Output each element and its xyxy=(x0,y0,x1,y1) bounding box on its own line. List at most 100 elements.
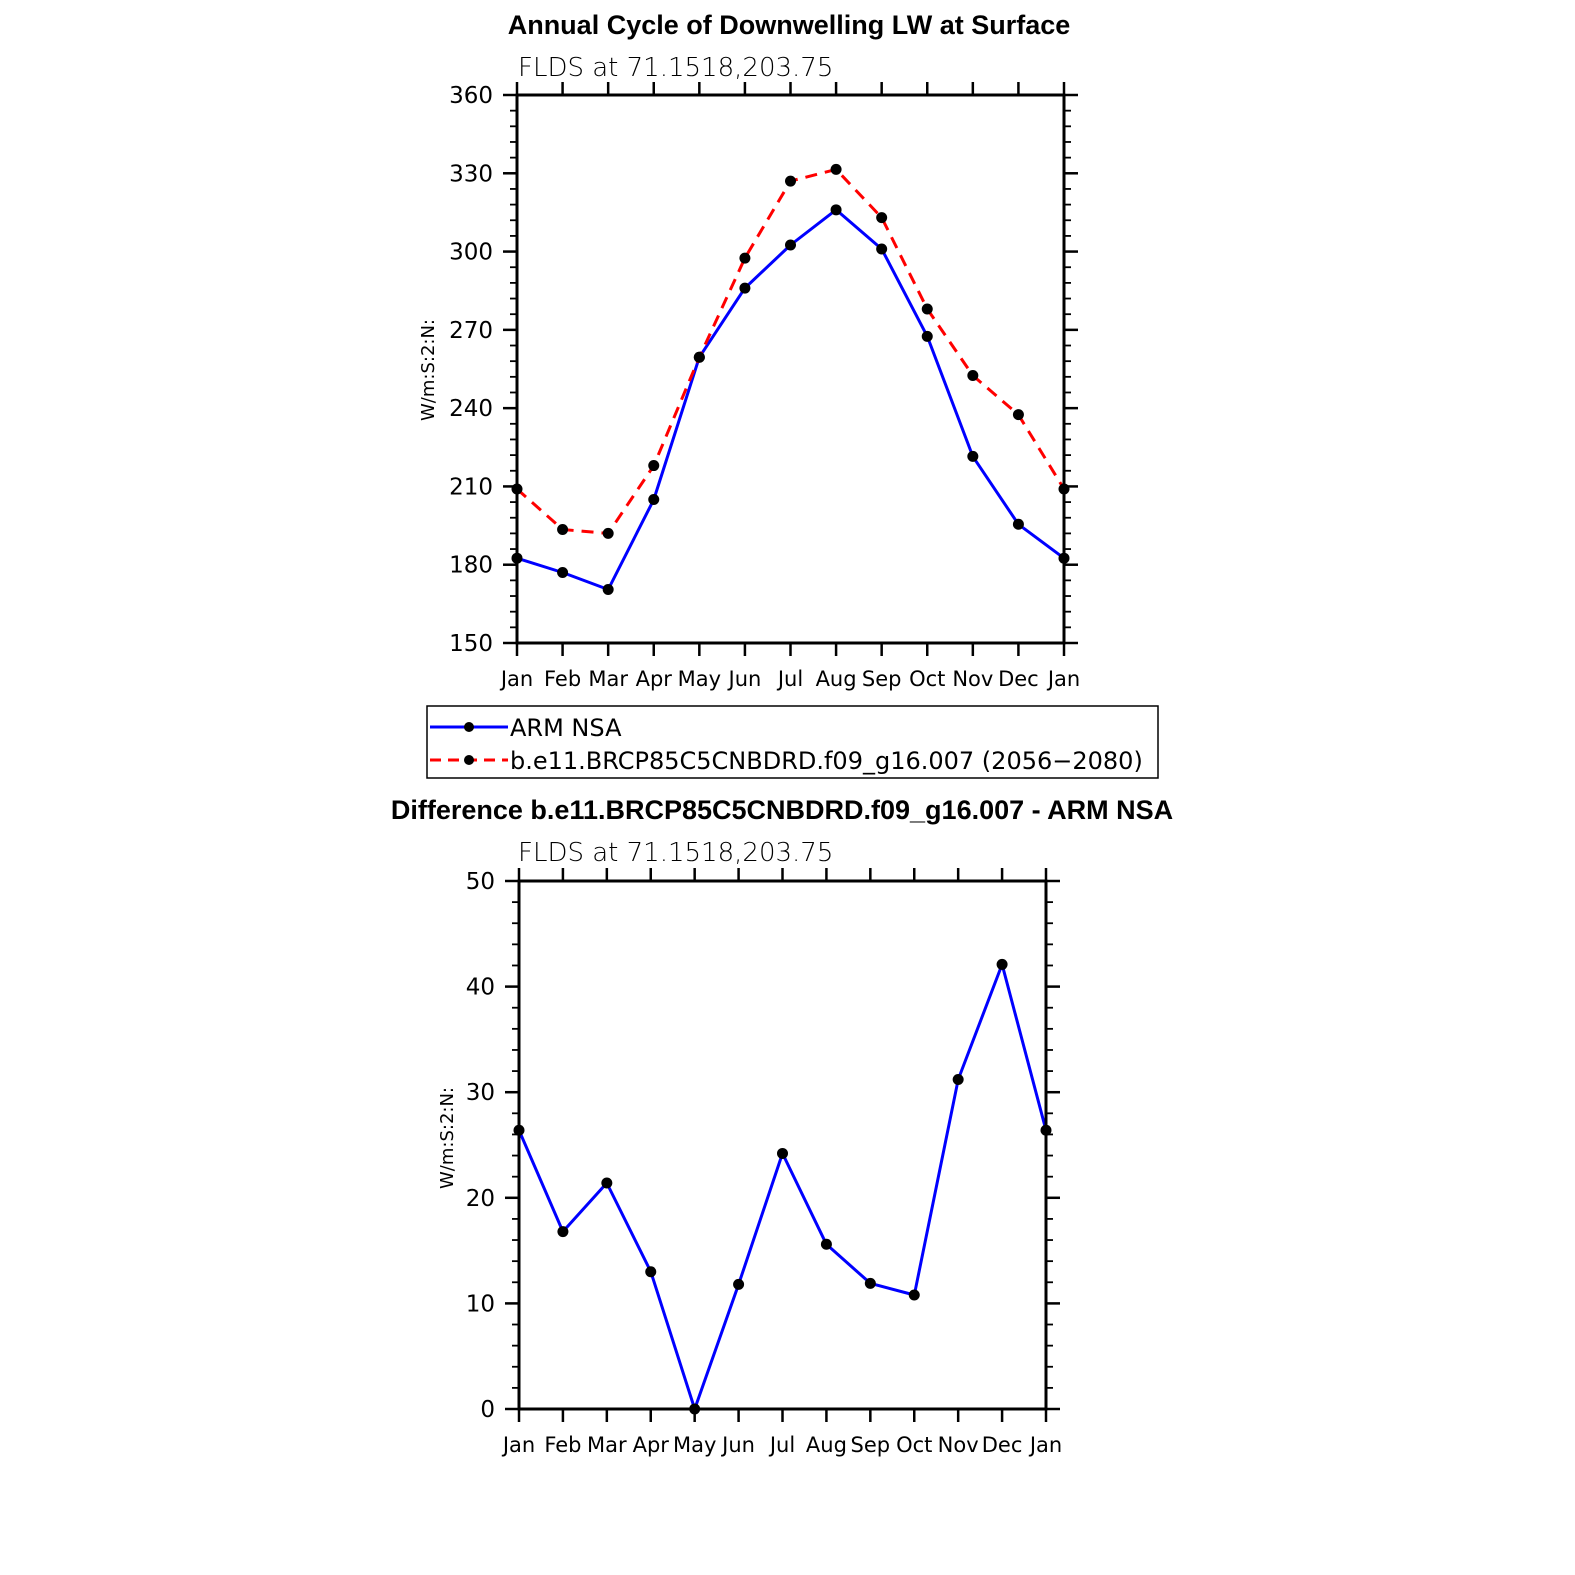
x-tick-labels: Jan Feb Mar Apr May Jun Jul Aug Sep Oct Nov Dec Jan xyxy=(499,667,1080,691)
x-tick-label: Mar xyxy=(587,1433,627,1457)
chart-subtitle: FLDS at 71.1518,203.75 xyxy=(518,838,833,868)
y-tick-label: 270 xyxy=(449,318,493,344)
data-point-difference xyxy=(952,1074,964,1086)
x-tick-label: May xyxy=(673,1433,716,1457)
legend-item-model: b.e11.BRCP85C5CNBDRD.f09_g16.007 (2056−2… xyxy=(430,747,1143,775)
x-tick-label: Sep xyxy=(862,667,902,691)
x-tick-label: Oct xyxy=(909,667,945,691)
x-tick-label: Feb xyxy=(544,1433,581,1457)
series-line-difference xyxy=(517,962,1048,1411)
plot-frame xyxy=(517,879,1048,1411)
data-point-b-e11-brcp85c5cnbdrd-f09 xyxy=(1012,409,1024,421)
x-tick-label: Aug xyxy=(816,667,857,691)
data-point-difference xyxy=(996,958,1008,970)
data-point-difference xyxy=(864,1277,876,1289)
y-tick-label: 10 xyxy=(466,1291,495,1317)
x-tick-label: Jan xyxy=(499,667,533,691)
series-lines xyxy=(511,163,1070,596)
data-point-b-e11-brcp85c5cnbdrd-f09 xyxy=(876,212,888,224)
legend-label-arm-nsa: ARM NSA xyxy=(510,714,622,742)
data-point-arm-nsa xyxy=(876,243,888,255)
y-tick-label: 330 xyxy=(449,161,493,187)
chart-title: Difference b.e11.BRCP85C5CNBDRD.f09_g16.… xyxy=(391,795,1173,825)
chart-subtitle: FLDS at 71.1518,203.75 xyxy=(518,53,833,83)
axis-ticks xyxy=(503,82,1078,656)
y-tick-label: 20 xyxy=(466,1186,495,1212)
x-tick-label: Oct xyxy=(896,1433,932,1457)
data-point-difference xyxy=(601,1177,613,1189)
data-point-difference xyxy=(645,1266,657,1278)
data-point-b-e11-brcp85c5cnbdrd-f09 xyxy=(602,527,614,539)
series-line-b-e11-brcp85c5cnbdrd-f09 xyxy=(516,167,1066,535)
legend-marker-arm-nsa xyxy=(464,722,474,732)
x-tick-label: Jan xyxy=(1028,1433,1062,1457)
data-point-difference xyxy=(557,1226,569,1238)
data-point-b-e11-brcp85c5cnbdrd-f09 xyxy=(739,252,751,264)
y-axis-label: W/m:S:2:N: xyxy=(418,319,439,421)
legend: ARM NSA b.e11.BRCP85C5CNBDRD.f09_g16.007… xyxy=(426,705,1159,779)
plot-frame xyxy=(515,93,1066,645)
y-tick-label: 30 xyxy=(466,1080,495,1106)
y-tick-labels: 0 10 20 30 40 50 xyxy=(466,869,495,1423)
legend-box xyxy=(426,705,1159,779)
x-tick-label: Jun xyxy=(727,667,762,691)
data-point-difference xyxy=(733,1278,745,1290)
legend-marker-model xyxy=(464,755,474,765)
legend-item-arm-nsa: ARM NSA xyxy=(430,714,622,742)
y-tick-label: 40 xyxy=(466,975,495,1001)
x-tick-label: Dec xyxy=(998,667,1039,691)
x-tick-label: May xyxy=(678,667,721,691)
x-tick-label: Apr xyxy=(636,667,673,691)
annual-cycle-chart: Annual Cycle of Downwelling LW at Surfac… xyxy=(418,10,1080,691)
x-tick-label: Apr xyxy=(633,1433,670,1457)
y-tick-label: 210 xyxy=(449,474,493,500)
x-tick-label: Mar xyxy=(588,667,628,691)
series-lines xyxy=(513,958,1052,1415)
data-point-b-e11-brcp85c5cnbdrd-f09 xyxy=(830,163,842,175)
data-point-arm-nsa xyxy=(967,450,979,462)
x-tick-label: Nov xyxy=(938,1433,979,1457)
y-tick-label: 50 xyxy=(466,869,495,895)
data-point-arm-nsa xyxy=(1012,518,1024,530)
y-tick-label: 240 xyxy=(449,396,493,422)
data-point-b-e11-brcp85c5cnbdrd-f09 xyxy=(967,370,979,382)
y-axis-label: W/m:S:2:N: xyxy=(437,1087,458,1189)
x-tick-labels: Jan Feb Mar Apr May Jun Jul Aug Sep Oct Nov Dec Jan xyxy=(501,1433,1062,1457)
y-tick-label: 150 xyxy=(449,631,493,657)
data-point-arm-nsa xyxy=(830,204,842,216)
data-point-b-e11-brcp85c5cnbdrd-f09 xyxy=(557,523,569,535)
series-line-arm-nsa xyxy=(516,208,1065,591)
y-tick-label: 300 xyxy=(449,240,493,266)
x-tick-label: Dec xyxy=(982,1433,1023,1457)
legend-label-model: b.e11.BRCP85C5CNBDRD.f09_g16.007 (2056−2… xyxy=(510,747,1143,775)
y-tick-label: 0 xyxy=(480,1397,495,1423)
x-tick-label: Jul xyxy=(768,1433,795,1457)
data-point-arm-nsa xyxy=(739,282,751,294)
data-point-arm-nsa xyxy=(602,584,614,596)
x-tick-label: Jul xyxy=(776,667,803,691)
x-tick-label: Sep xyxy=(851,1433,891,1457)
data-point-arm-nsa xyxy=(785,239,796,251)
x-tick-label: Feb xyxy=(544,667,581,691)
y-tick-labels: 150 180 210 240 270 300 330 360 xyxy=(449,83,493,657)
data-point-b-e11-brcp85c5cnbdrd-f09 xyxy=(785,175,796,187)
data-point-arm-nsa xyxy=(648,493,660,505)
x-tick-label: Aug xyxy=(806,1433,847,1457)
data-point-arm-nsa xyxy=(921,330,933,342)
x-tick-label: Jan xyxy=(501,1433,535,1457)
y-tick-label: 360 xyxy=(449,83,493,109)
x-tick-label: Jun xyxy=(720,1433,755,1457)
chart-title: Annual Cycle of Downwelling LW at Surfac… xyxy=(508,10,1071,40)
data-point-difference xyxy=(908,1289,920,1301)
data-point-difference xyxy=(777,1147,788,1159)
data-point-b-e11-brcp85c5cnbdrd-f09 xyxy=(693,351,705,363)
x-tick-label: Jan xyxy=(1046,667,1080,691)
y-tick-label: 180 xyxy=(449,553,493,579)
data-point-b-e11-brcp85c5cnbdrd-f09 xyxy=(648,460,660,472)
x-tick-label: Nov xyxy=(952,667,993,691)
axis-ticks xyxy=(505,868,1060,1422)
data-point-b-e11-brcp85c5cnbdrd-f09 xyxy=(921,303,933,315)
data-point-arm-nsa xyxy=(557,567,569,579)
data-point-difference xyxy=(820,1238,832,1250)
